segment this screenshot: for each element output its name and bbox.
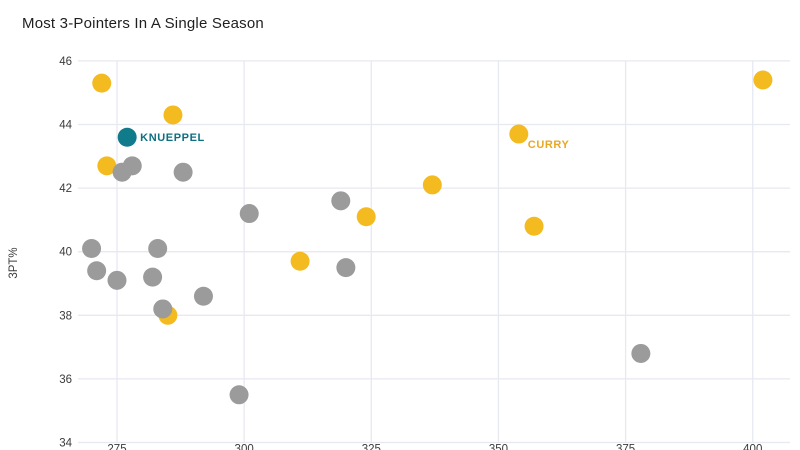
data-point-curry-seasons[interactable] bbox=[356, 207, 376, 227]
chart-title: Most 3-Pointers In A Single Season bbox=[22, 15, 264, 32]
data-point-other-players[interactable] bbox=[336, 258, 356, 278]
x-tick-label: 325 bbox=[362, 444, 381, 450]
data-point-other-players[interactable] bbox=[193, 286, 213, 306]
data-point-other-players[interactable] bbox=[229, 385, 249, 405]
data-point-curry-seasons[interactable] bbox=[524, 216, 544, 236]
data-points bbox=[82, 70, 773, 405]
data-point-other-players[interactable] bbox=[331, 191, 351, 211]
data-point-other-players[interactable] bbox=[143, 267, 163, 287]
y-tick-label: 40 bbox=[59, 247, 72, 259]
gridlines bbox=[78, 60, 790, 444]
data-point-other-players[interactable] bbox=[87, 261, 107, 281]
y-tick-label: 46 bbox=[59, 56, 72, 68]
annotation-knueppel: KNUEPPEL bbox=[140, 132, 205, 144]
x-tick-label: 400 bbox=[743, 444, 762, 450]
data-point-curry-seasons[interactable] bbox=[509, 124, 529, 144]
data-point-other-players[interactable] bbox=[148, 239, 168, 259]
data-point-curry-seasons[interactable] bbox=[92, 73, 112, 93]
annotation-curry: CURRY bbox=[528, 139, 570, 151]
data-point-curry-seasons[interactable] bbox=[753, 70, 773, 90]
point-annotations: KNUEPPEL CURRY bbox=[140, 132, 569, 151]
x-tick-label: 300 bbox=[235, 444, 254, 450]
data-point-other-players[interactable] bbox=[122, 156, 142, 176]
data-point-curry-seasons[interactable] bbox=[163, 105, 183, 125]
data-point-curry-seasons[interactable] bbox=[97, 156, 117, 176]
data-point-other-players[interactable] bbox=[107, 270, 127, 290]
data-point-curry-seasons[interactable] bbox=[290, 251, 310, 271]
y-tick-label: 34 bbox=[59, 438, 72, 450]
data-point-other-players[interactable] bbox=[631, 343, 651, 363]
data-point-other-players[interactable] bbox=[82, 239, 102, 259]
y-tick-label: 38 bbox=[59, 310, 72, 322]
data-point-knueppel[interactable] bbox=[117, 127, 137, 147]
data-point-other-players[interactable] bbox=[173, 162, 193, 182]
x-tick-label: 275 bbox=[107, 444, 126, 450]
y-tick-label: 44 bbox=[59, 120, 72, 132]
data-point-other-players[interactable] bbox=[239, 204, 259, 224]
x-tick-label: 350 bbox=[489, 444, 508, 450]
axis-tick-labels: 34 36 38 40 42 44 46 275 300 325 350 375 400 bbox=[59, 56, 762, 450]
data-point-other-players[interactable] bbox=[153, 299, 173, 319]
data-point-curry-seasons[interactable] bbox=[422, 175, 442, 195]
y-tick-label: 42 bbox=[59, 183, 72, 195]
x-tick-label: 375 bbox=[616, 444, 635, 450]
y-tick-label: 36 bbox=[59, 374, 72, 386]
